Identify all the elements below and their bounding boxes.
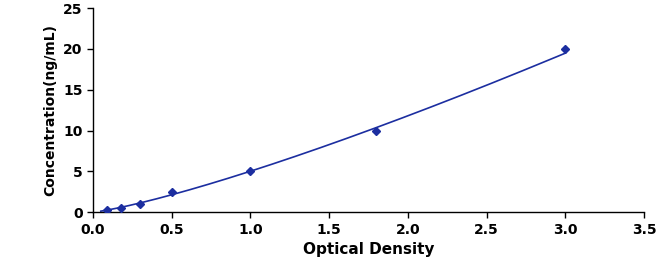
X-axis label: Optical Density: Optical Density [303,242,434,257]
Y-axis label: Concentration(ng/mL): Concentration(ng/mL) [43,24,58,196]
